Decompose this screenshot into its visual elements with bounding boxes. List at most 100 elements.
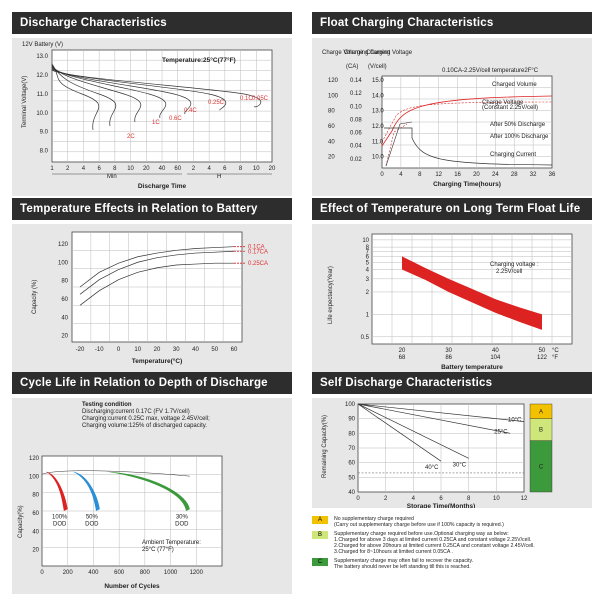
y-tick-label: 0.08 xyxy=(350,117,362,123)
x-tick-label: 20 xyxy=(473,172,480,178)
panel-temperature-capacity: Temperature Effects in Relation to Batte… xyxy=(12,198,292,376)
ambient-line2: 25°C (77°F) xyxy=(142,547,174,553)
x-tick-label: 20 xyxy=(154,347,161,353)
charge-voltage-curve xyxy=(381,101,553,143)
x-tick-label: 28 xyxy=(511,172,518,178)
y-tick-label: 100 xyxy=(328,93,339,99)
y-tick-label: 0.12 xyxy=(350,91,362,97)
x-tick-label: 10 xyxy=(493,496,500,502)
x-tick-label: 2 xyxy=(66,166,70,172)
y-tick-label: 8.0 xyxy=(40,149,49,155)
dod-label: 30% xyxy=(176,514,189,520)
self-discharge-line-30°C xyxy=(357,403,469,459)
legend-line: 2.Charged for above 20hours at limited c… xyxy=(334,543,535,549)
y-tick-label: 10.0 xyxy=(372,155,384,161)
y-tick-label: 50 xyxy=(348,475,355,481)
series-label: 0.1CA xyxy=(248,245,265,251)
x-tick-label: 8 xyxy=(418,172,422,178)
x-unit-min: Min xyxy=(107,174,117,180)
y-tick-label: 80 xyxy=(328,109,335,115)
x-tick-label: 10 xyxy=(127,166,134,172)
plot-area: Testing condition Discharging:current 0.1… xyxy=(12,398,292,594)
y-tick-label: 6 xyxy=(366,254,370,260)
x-tick-label: 1000 xyxy=(164,570,178,576)
x-tick-label: 30 xyxy=(173,347,180,353)
x-tick-label: 0 xyxy=(380,172,384,178)
y-tick-label: 90 xyxy=(348,417,355,423)
life-expectancy-band xyxy=(402,256,542,330)
panel-title: Temperature Effects in Relation to Batte… xyxy=(12,198,292,237)
y-top-label: 12V Battery (V) xyxy=(22,42,63,48)
chart-subtitle: Temperature:25°C(77°F) xyxy=(162,56,236,64)
legend-line: Supplementary charge required before use… xyxy=(334,531,509,537)
x-tick-label: 50 xyxy=(211,347,218,353)
axis-label: Charging Voltage xyxy=(366,50,413,56)
test-condition-line: Charging volume:125% of discharged capac… xyxy=(82,423,207,429)
x-tick-label: 36 xyxy=(549,172,556,178)
x-tick-f: 86 xyxy=(445,355,452,361)
x-tick-label: 6 xyxy=(223,166,227,172)
y-tick-label: 80 xyxy=(61,279,68,285)
self-discharge-line-40°C xyxy=(357,403,442,462)
series-label: 30°C xyxy=(453,462,467,468)
y-tick-label: 9.0 xyxy=(40,130,49,136)
capacity-curve-0.1CA xyxy=(79,246,235,288)
panel-title: Cycle Life in Relation to Depth of Disch… xyxy=(12,372,292,394)
zone-label: B xyxy=(539,428,543,434)
curve-annotation: 0.4C xyxy=(184,108,197,114)
y-tick-label: 0.04 xyxy=(350,144,362,150)
x-tick-f: 104 xyxy=(490,355,501,361)
curve-annotation: 0.05C xyxy=(252,96,269,102)
x-axis-label: Number of Cycles xyxy=(104,583,160,590)
x-axis-label: Temperature(°C) xyxy=(132,357,183,365)
legend-text: Supplementary charge required before use… xyxy=(334,531,535,555)
plot-area: 10 8 7 6 5 4 3 2 1 0.5 Life expectancy(Year) Chargi… xyxy=(312,224,592,376)
test-condition-line: Discharging:current 0.17C (FV 1.7V/cell) xyxy=(82,409,190,415)
y-tick-label: 70 xyxy=(348,446,355,452)
discharge-curve-0.05C xyxy=(51,69,262,108)
x-unit-h: H xyxy=(217,174,221,180)
x-tick-label: 60 xyxy=(231,347,238,353)
y-tick-label: 40 xyxy=(61,315,68,321)
annotation-line1: Charging voltage : xyxy=(490,262,539,268)
x-axis-label: Battery temperature xyxy=(441,364,503,371)
zone-C xyxy=(529,440,553,493)
dod-band-2 xyxy=(106,471,190,511)
dod-label: DOD xyxy=(175,521,189,527)
plot-area: Capacity (%) 120 100 80 60 40 20 -20 -10 0 10 20 30 4… xyxy=(12,224,292,376)
x-axis-label: Storage Time(Months) xyxy=(407,503,476,508)
test-condition-line: Testing condition xyxy=(82,402,132,408)
y-tick-label: 60 xyxy=(32,511,39,517)
y-tick-label: 10.0 xyxy=(36,111,48,117)
capacity-curve-0.17CA xyxy=(79,250,235,295)
series-label: After 50% Discharge xyxy=(490,122,546,128)
plot-area: Remaining Capacity(%) 100 90 80 70 60 50 40 0 2 4 6… xyxy=(312,398,592,508)
y-tick-label: 20 xyxy=(61,334,68,340)
y-tick-label: 0.14 xyxy=(350,78,362,84)
y-tick-label: 120 xyxy=(328,78,339,84)
dod-band-1 xyxy=(72,471,100,511)
y-axis-label: Terminal Voltage(V) xyxy=(22,76,28,128)
discharge-curve-0.4C xyxy=(51,66,167,119)
x-tick-label: 4 xyxy=(82,166,86,172)
x-tick-label: 600 xyxy=(114,570,125,576)
y-tick-label: 14.0 xyxy=(372,93,384,99)
self-discharge-line-25°C xyxy=(357,403,511,434)
panel-discharge: Discharge Characteristics Temperature:25… xyxy=(12,12,292,196)
x-tick-label: 20 xyxy=(143,166,150,172)
x-tick-label: 24 xyxy=(492,172,499,178)
x-tick-label: 10 xyxy=(134,347,141,353)
x-tick-c: 50 xyxy=(539,348,546,354)
axis-label: Charging Current xyxy=(344,50,390,56)
legend-swatch: C xyxy=(312,558,328,566)
curve-annotation: 1C xyxy=(152,120,160,126)
series-label: 10°C xyxy=(508,418,522,424)
y-tick-label: 0.06 xyxy=(350,131,362,137)
discharge-curve-0.6C xyxy=(51,65,142,123)
y-tick-label: 40 xyxy=(32,529,39,535)
annotation-line2: 2.25V/cell xyxy=(496,269,522,275)
series-label: 0.25CA xyxy=(248,261,268,267)
x-tick-label: 0 xyxy=(356,496,360,502)
x-tick-c: 30 xyxy=(445,348,452,354)
